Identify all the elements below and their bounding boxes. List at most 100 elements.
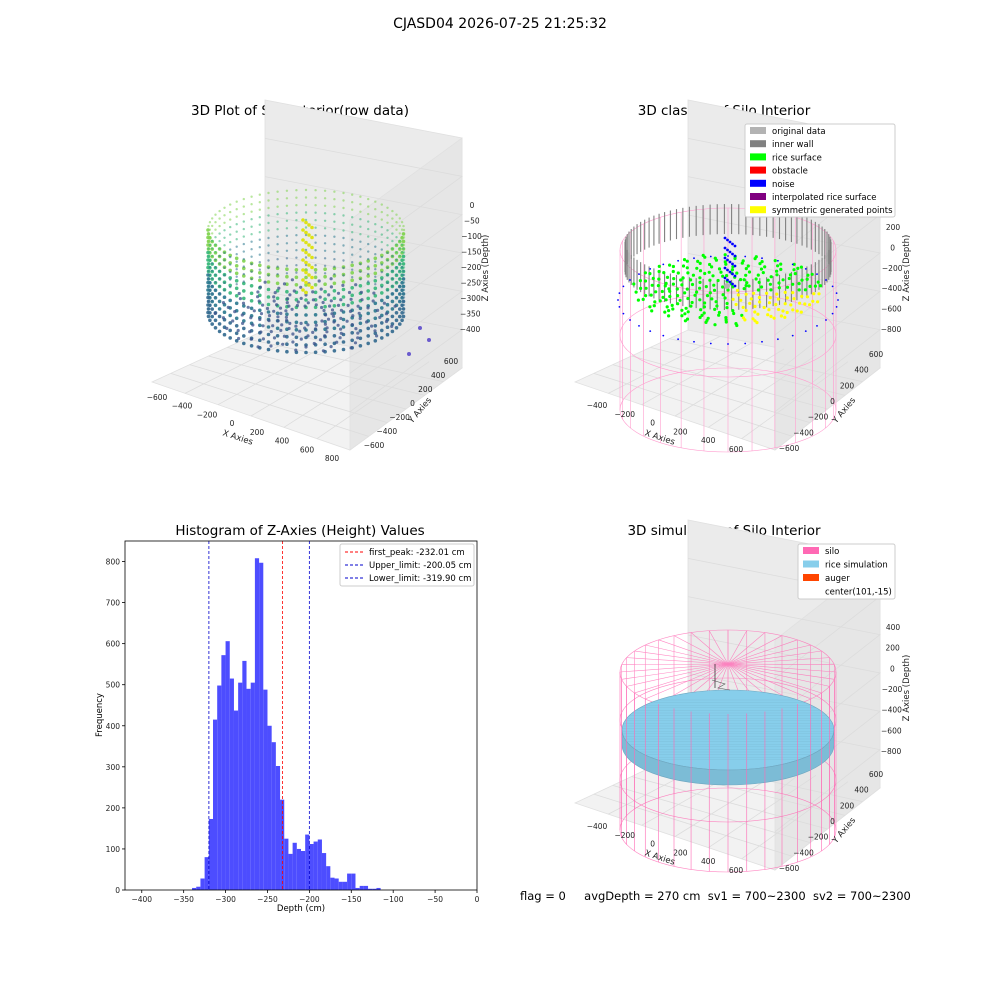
raw-point (332, 281, 337, 286)
rice-surface-point (731, 297, 735, 301)
raw-point (208, 281, 212, 284)
raw-point (394, 311, 399, 315)
raw-point (237, 291, 241, 296)
raw-point (266, 310, 271, 314)
rice-surface-point (741, 316, 746, 320)
rice-surface-point (754, 255, 758, 259)
raw-point (398, 299, 402, 304)
raw-point (310, 225, 314, 230)
raw-point (275, 319, 280, 323)
raw-point (323, 304, 327, 309)
raw-point (391, 262, 394, 265)
raw-point (400, 303, 404, 308)
raw-point (275, 326, 280, 331)
raw-point (286, 297, 290, 301)
silo-roof-line (727, 644, 811, 665)
raw-point (341, 265, 346, 269)
raw-point (258, 208, 261, 211)
y-tick-label: 700 (106, 599, 121, 608)
raw-point (213, 311, 218, 315)
rice-surface-point (644, 294, 648, 298)
raw-point (242, 280, 245, 283)
raw-point (208, 266, 212, 269)
histogram-bar (305, 834, 310, 890)
rice-surface-point (668, 289, 672, 293)
raw-point (313, 268, 318, 272)
raw-point (206, 280, 210, 285)
raw-point (290, 278, 294, 282)
raw-point (304, 196, 308, 199)
raw-point (313, 320, 318, 325)
noise-point (804, 268, 807, 270)
grid-line (184, 335, 299, 394)
raw-point (314, 204, 317, 207)
raw-point (217, 292, 222, 296)
raw-point (217, 269, 222, 274)
raw-point (222, 295, 227, 300)
raw-point (385, 317, 390, 322)
raw-point (359, 218, 362, 221)
noise-point (761, 257, 763, 260)
raw-point (258, 331, 262, 335)
raw-point (346, 303, 350, 307)
raw-point (235, 230, 238, 233)
raw-point (342, 214, 345, 217)
rice-surface-point (710, 265, 714, 269)
noise-point (726, 238, 729, 242)
raw-point (214, 236, 217, 239)
x-tick-label: −300 (215, 895, 236, 904)
noise-point (723, 276, 727, 280)
raw-point (285, 219, 289, 222)
histogram-bar (363, 885, 369, 890)
raw-point (310, 265, 314, 270)
rice-surface-point (662, 271, 666, 275)
silo-roof-line (634, 650, 729, 665)
raw-point (275, 303, 279, 307)
raw-point (380, 298, 384, 303)
raw-point (242, 259, 246, 263)
noise-point (731, 252, 734, 256)
raw-point (207, 239, 210, 243)
raw-point (206, 269, 211, 274)
raw-point (249, 269, 254, 273)
raw-point (279, 311, 283, 315)
grid-line (741, 361, 849, 439)
raw-point (350, 271, 355, 275)
histogram-bar (372, 888, 377, 890)
raw-point (235, 238, 238, 241)
figure-title: CJASD04 2026-07-25 21:25:32 (393, 16, 607, 32)
raw-point (310, 285, 314, 290)
raw-point (208, 281, 212, 285)
raw-point (359, 263, 362, 266)
raw-point (222, 325, 227, 330)
raw-point (380, 321, 384, 325)
raw-point (401, 314, 406, 319)
rice-surface-point (788, 273, 793, 277)
raw-point (214, 221, 217, 224)
raw-point (276, 243, 279, 246)
raw-point (208, 296, 212, 299)
raw-point (273, 291, 277, 295)
rice-surface-point (678, 298, 682, 302)
raw-point (314, 241, 317, 244)
raw-point (401, 232, 406, 236)
raw-point (275, 341, 280, 346)
raw-point (400, 236, 404, 239)
raw-point (358, 299, 363, 303)
rice-surface-point (657, 277, 661, 281)
legend-label: rice simulation (825, 561, 888, 571)
raw-point (373, 339, 378, 343)
raw-point (358, 276, 363, 281)
raw-point (267, 266, 270, 270)
raw-point (350, 323, 355, 328)
raw-point (206, 299, 211, 304)
raw-xtick: 200 (250, 428, 265, 437)
sim-xtick: 600 (729, 866, 744, 875)
noise-point (733, 244, 737, 248)
rice-surface-point (713, 307, 717, 311)
raw-point (233, 310, 237, 314)
rice-surface-point (781, 278, 785, 282)
raw-point (276, 315, 280, 319)
raw-point (301, 288, 305, 292)
grid-line (283, 354, 397, 428)
